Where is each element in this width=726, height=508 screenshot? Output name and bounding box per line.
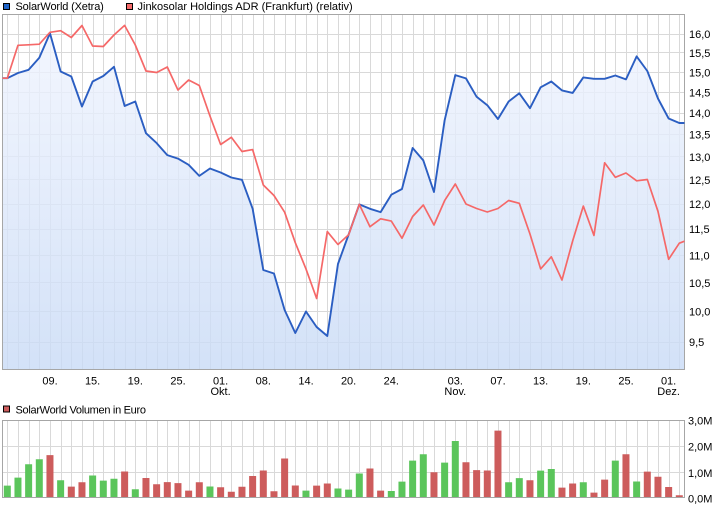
svg-text:03.: 03. (448, 376, 463, 388)
svg-text:14,0: 14,0 (689, 108, 710, 120)
svg-text:25.: 25. (170, 376, 185, 388)
svg-text:07.: 07. (490, 376, 505, 388)
svg-text:2,0M: 2,0M (688, 441, 712, 453)
svg-text:13.: 13. (533, 376, 548, 388)
svg-text:1,0M: 1,0M (688, 468, 712, 480)
svg-text:10,0: 10,0 (689, 307, 710, 319)
svg-text:Nov.: Nov. (444, 386, 466, 398)
svg-text:15,0: 15,0 (689, 67, 710, 79)
svg-text:24.: 24. (384, 376, 399, 388)
svg-text:19.: 19. (128, 376, 143, 388)
svg-text:11,0: 11,0 (689, 251, 710, 263)
svg-text:13,5: 13,5 (689, 130, 710, 142)
svg-text:11,5: 11,5 (689, 224, 710, 236)
svg-text:09.: 09. (42, 376, 57, 388)
svg-text:Jinkosolar Holdings ADR (Frank: Jinkosolar Holdings ADR (Frankfurt) (rel… (138, 1, 353, 13)
svg-text:15.: 15. (85, 376, 100, 388)
svg-text:12,0: 12,0 (689, 199, 710, 211)
svg-text:3,0M: 3,0M (688, 416, 712, 428)
svg-text:01.: 01. (213, 376, 228, 388)
svg-text:Okt.: Okt. (211, 386, 231, 398)
svg-text:0,0M: 0,0M (688, 494, 712, 506)
svg-text:25.: 25. (618, 376, 633, 388)
svg-text:01.: 01. (661, 376, 676, 388)
svg-text:10,5: 10,5 (689, 278, 710, 290)
svg-text:14,5: 14,5 (689, 87, 710, 99)
svg-text:19.: 19. (576, 376, 591, 388)
svg-text:14.: 14. (298, 376, 313, 388)
svg-text:SolarWorld (Xetra): SolarWorld (Xetra) (16, 1, 104, 13)
svg-text:08.: 08. (256, 376, 271, 388)
svg-text:9,5: 9,5 (689, 337, 704, 349)
svg-text:12,5: 12,5 (689, 175, 710, 187)
svg-text:Dez.: Dez. (657, 386, 680, 398)
svg-text:20.: 20. (341, 376, 356, 388)
svg-text:16,0: 16,0 (689, 29, 710, 41)
svg-text:13,0: 13,0 (689, 152, 710, 164)
svg-text:SolarWorld Volumen in Euro: SolarWorld Volumen in Euro (16, 405, 146, 417)
svg-text:15,5: 15,5 (689, 48, 710, 60)
